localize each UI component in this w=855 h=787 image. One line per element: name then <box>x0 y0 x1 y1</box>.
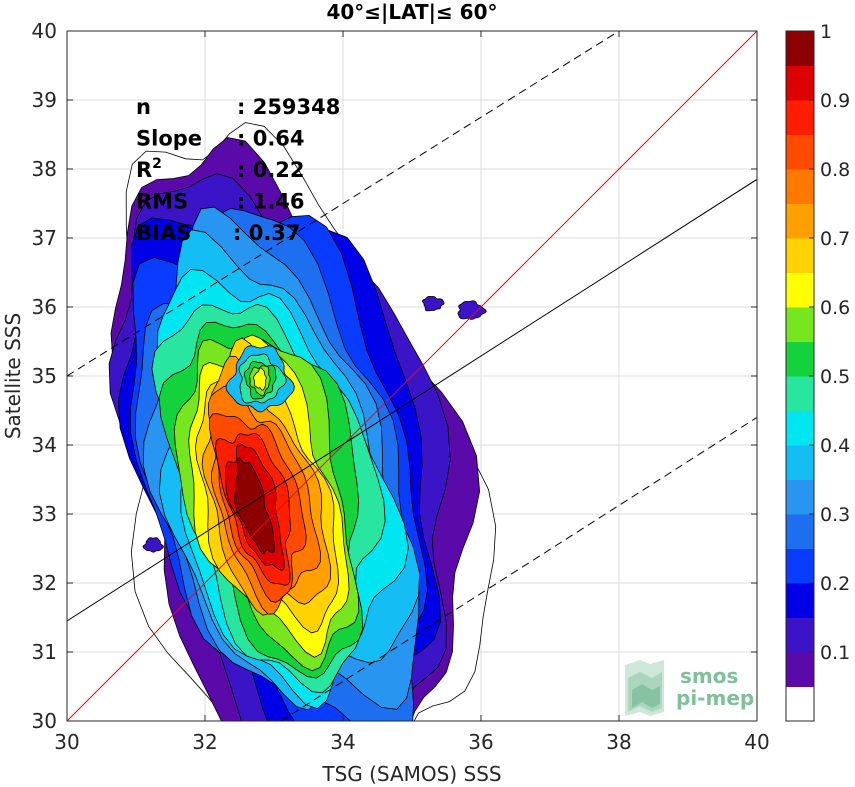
colorbar-tick-label: 0.5 <box>820 366 850 388</box>
colorbar-segment <box>786 272 814 308</box>
colorbar-tick-label: 0.7 <box>820 228 850 250</box>
y-axis-label: Satellite SSS <box>1 313 25 439</box>
stat-label: Slope <box>136 127 202 151</box>
colorbar-tick-label: 0.4 <box>820 435 850 457</box>
x-tick-label: 38 <box>606 730 631 754</box>
y-tick-label: 30 <box>32 709 57 733</box>
colorbar-segment <box>786 341 814 377</box>
logo-line2: pi-mep <box>676 686 754 710</box>
y-tick-label: 36 <box>32 295 57 319</box>
x-tick-label: 30 <box>54 730 79 754</box>
line-upper-bound <box>67 31 620 377</box>
line-one-to-one <box>67 31 757 721</box>
density-contours <box>108 122 497 721</box>
y-tick-label: 33 <box>32 502 57 526</box>
y-tick-label: 32 <box>32 571 57 595</box>
stat-label: BIAS <box>136 221 191 245</box>
density-outlier-blob <box>457 300 487 320</box>
x-tick-label: 40 <box>744 730 769 754</box>
colorbar-segment <box>786 65 814 101</box>
stat-value: : 0.22 <box>237 158 305 182</box>
colorbar-tick-label: 0.8 <box>820 159 850 181</box>
colorbar-tick-label: 0.9 <box>820 90 850 112</box>
colorbar-segment <box>786 238 814 273</box>
colorbar-tick-label: 0.6 <box>820 297 850 319</box>
colorbar-segment <box>786 100 814 135</box>
colorbar-segment <box>786 410 814 446</box>
colorbar-tick-label: 0.2 <box>820 573 850 595</box>
y-tick-label: 37 <box>32 226 57 250</box>
colorbar-segment <box>786 31 814 66</box>
logo: smos pi-mep <box>625 660 754 716</box>
colorbar: 0.1 0.2 0.3 0.4 0.5 0.6 0.7 0.8 0.9 1 <box>785 21 850 722</box>
colorbar-segment <box>786 652 814 687</box>
density-outlier-blob <box>142 537 164 553</box>
logo-waves-icon <box>625 660 664 716</box>
colorbar-segment <box>786 514 814 549</box>
colorbar-tick-label: 1 <box>820 21 832 43</box>
stat-value: : 259348 <box>237 95 340 119</box>
fit-lines <box>67 31 757 721</box>
stat-value: : 0.64 <box>237 127 305 151</box>
colorbar-tick-label: 0.1 <box>820 642 850 664</box>
stat-label: RMS <box>136 190 188 214</box>
x-tick-label: 36 <box>468 730 493 754</box>
logo-line1: smos <box>680 664 738 688</box>
x-tick-label: 32 <box>192 730 217 754</box>
stat-label: n <box>136 95 151 119</box>
colorbar-segment <box>786 445 814 480</box>
y-tick-label: 34 <box>32 433 57 457</box>
x-tick-label: 34 <box>330 730 355 754</box>
y-tick-label: 31 <box>32 640 57 664</box>
density-outlier-blob <box>421 295 445 312</box>
colorbar-tick-label: 0.3 <box>820 504 850 526</box>
y-tick-label: 38 <box>32 157 57 181</box>
colorbar-segment <box>786 548 814 584</box>
y-tick-label: 35 <box>32 364 57 388</box>
x-axis-label: TSG (SAMOS) SSS <box>321 762 501 786</box>
colorbar-segment <box>786 307 814 342</box>
colorbar-segment <box>786 479 814 515</box>
line-regression <box>67 178 757 622</box>
chart-title: 40°≤|LAT|≤ 60° <box>326 0 497 24</box>
density-secondary-peak <box>253 367 267 391</box>
y-tick-label: 39 <box>32 88 57 112</box>
axis-ticks: 30 32 34 36 38 40 30 31 32 33 34 35 36 37 38 39 40 <box>32 19 770 754</box>
colorbar-segment <box>786 134 814 170</box>
colorbar-segment <box>786 583 814 618</box>
colorbar-segment <box>786 686 814 722</box>
colorbar-segment <box>786 169 814 204</box>
y-tick-label: 40 <box>32 19 57 43</box>
stat-value: : 0.37 <box>233 221 301 245</box>
colorbar-segment <box>786 203 814 239</box>
colorbar-segment <box>786 376 814 411</box>
line-lower-bound <box>280 416 757 721</box>
colorbar-segment <box>786 617 814 653</box>
stat-value: : 1.46 <box>237 190 305 214</box>
